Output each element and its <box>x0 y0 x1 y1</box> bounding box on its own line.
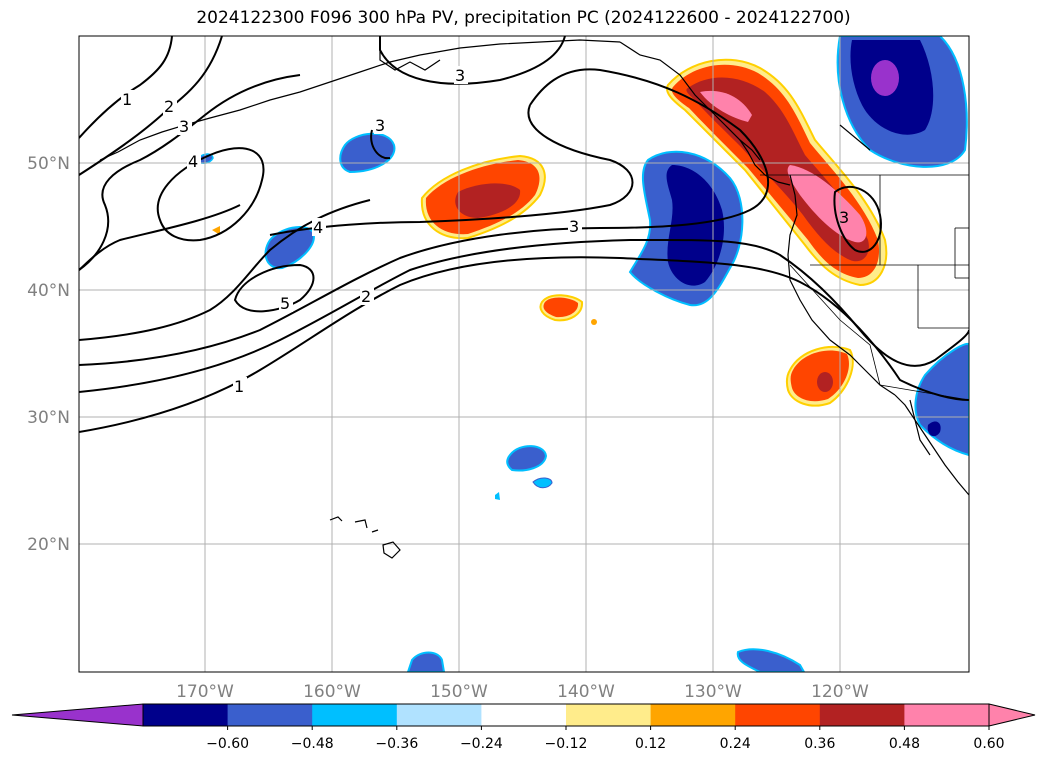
colorbar-tick-label: 0.48 <box>889 736 920 752</box>
colorbar-bin <box>396 704 482 726</box>
contour-label: 2 <box>164 97 174 116</box>
colorbar-tick-label: 0.24 <box>720 736 751 752</box>
colorbar-tick-label: 0.36 <box>804 736 835 752</box>
colorbar-tick-label: −0.24 <box>460 736 503 752</box>
coastlines <box>99 36 969 559</box>
contour-label: 3 <box>569 217 579 236</box>
contour-label: 4 <box>188 152 198 171</box>
colorbar-tick-label: −0.60 <box>206 736 249 752</box>
map-frame <box>78 35 970 673</box>
precip-negative-anomalies <box>195 36 969 672</box>
contour-label: 5 <box>280 294 290 313</box>
graticule <box>79 36 969 672</box>
map-title: 2024122300 F096 300 hPa PV, precipitatio… <box>196 8 851 28</box>
colorbar-tick-label: −0.36 <box>375 736 418 752</box>
colorbar-bin <box>819 704 905 726</box>
colorbar-bin <box>566 704 652 726</box>
lon-label-130w: 130°W <box>684 682 742 702</box>
longitude-labels: 170°W 160°W 150°W 140°W 130°W 120°W <box>176 682 869 702</box>
colorbar-bin <box>904 704 990 726</box>
colorbar-tick-label: −0.12 <box>545 736 588 752</box>
lat-label-30n: 30°N <box>27 408 70 428</box>
pv-contour-labels: 1 2 3 4 3 3 4 5 2 1 3 3 <box>121 66 849 396</box>
contour-label: 3 <box>839 208 849 227</box>
lat-label-20n: 20°N <box>27 535 70 555</box>
contour-label: 3 <box>375 116 385 135</box>
colorbar-bin <box>227 704 313 726</box>
colorbar-bin <box>735 704 821 726</box>
lat-label-50n: 50°N <box>27 154 70 174</box>
contour-label: 3 <box>455 66 465 85</box>
lon-label-170w: 170°W <box>176 682 234 702</box>
colorbar-under-extension <box>11 703 144 727</box>
lon-label-120w: 120°W <box>811 682 869 702</box>
colorbar: −0.60 −0.48 −0.36 −0.24 −0.12 0.12 0.24 0.36 0.4… <box>11 703 1036 752</box>
contour-label: 3 <box>179 117 189 136</box>
lat-label-40n: 40°N <box>27 281 70 301</box>
contour-label: 1 <box>234 377 244 396</box>
colorbar-tick-label: −0.48 <box>291 736 334 752</box>
contour-label: 2 <box>361 287 371 306</box>
lon-label-140w: 140°W <box>557 682 615 702</box>
latitude-labels: 50°N 40°N 30°N 20°N <box>27 154 70 555</box>
colorbar-bin <box>650 704 736 726</box>
contour-label: 4 <box>313 218 323 237</box>
colorbar-tick-label: 0.12 <box>635 736 666 752</box>
lon-label-150w: 150°W <box>430 682 488 702</box>
colorbar-bin <box>143 704 229 726</box>
contour-label: 1 <box>122 90 132 109</box>
colorbar-bin <box>481 704 567 726</box>
colorbar-tick-label: 0.60 <box>973 736 1004 752</box>
map-area: 1 2 3 4 3 3 4 5 2 1 3 3 <box>79 36 969 672</box>
lon-label-160w: 160°W <box>303 682 361 702</box>
colorbar-over-extension <box>988 703 1036 727</box>
colorbar-bin <box>312 704 398 726</box>
